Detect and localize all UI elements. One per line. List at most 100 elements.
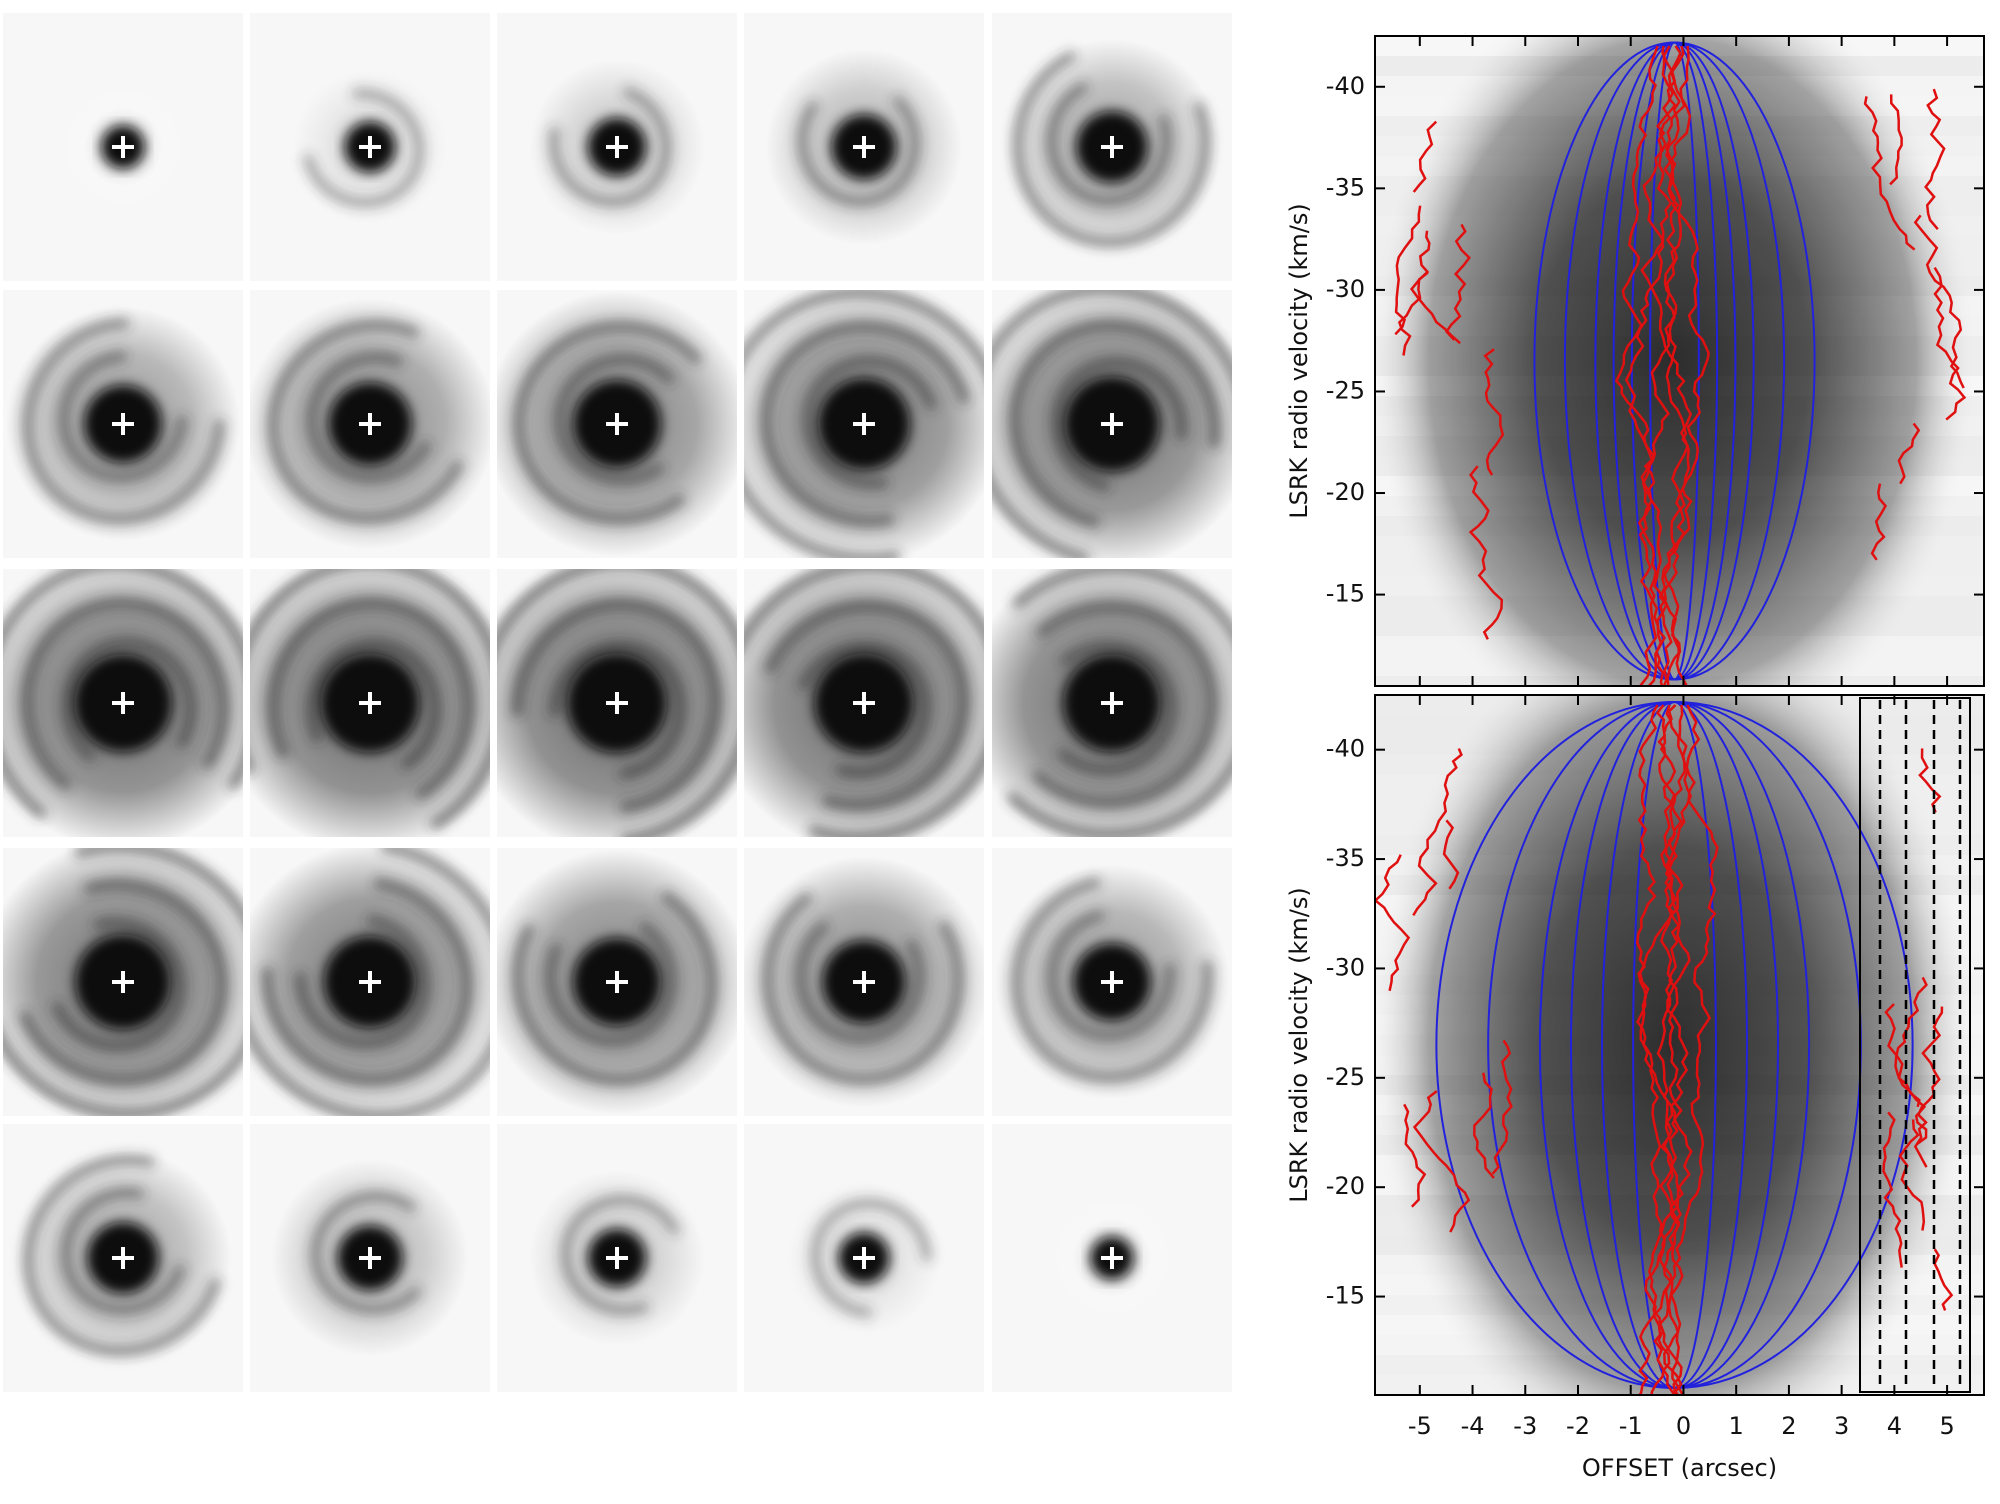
tile-cross bbox=[853, 971, 875, 993]
tile-cross bbox=[1101, 1247, 1123, 1269]
obs-contour bbox=[1412, 120, 1438, 193]
pv-row bbox=[1375, 256, 1984, 276]
tile-cross bbox=[112, 692, 134, 714]
tile-ring bbox=[1012, 875, 1213, 1083]
tile-ring bbox=[744, 569, 984, 837]
obs-contour bbox=[1898, 1119, 1926, 1231]
channel-map bbox=[992, 569, 1232, 837]
tile-ring bbox=[1051, 357, 1187, 494]
channel-map bbox=[744, 569, 984, 837]
pv-row bbox=[1375, 456, 1984, 476]
tile-ring bbox=[61, 637, 196, 777]
tile-cross bbox=[606, 971, 628, 993]
tile-ring bbox=[560, 1194, 687, 1316]
pv-row bbox=[1375, 76, 1984, 96]
obs-contour bbox=[1394, 205, 1422, 336]
channel-map bbox=[744, 13, 984, 281]
channel-map bbox=[250, 1124, 490, 1392]
tile-ring bbox=[992, 569, 1232, 837]
pv-row bbox=[1375, 1335, 1984, 1355]
pv-row bbox=[1375, 935, 1984, 955]
tile-ring bbox=[12, 879, 227, 1085]
pv-row bbox=[1375, 356, 1984, 376]
channel-map bbox=[3, 569, 243, 837]
pv-row bbox=[1375, 1135, 1984, 1155]
tile-ring bbox=[744, 290, 984, 558]
plot-frame bbox=[1374, 694, 1985, 1396]
pv-row bbox=[1375, 1055, 1984, 1075]
pv-row bbox=[1375, 1255, 1984, 1275]
pv-row bbox=[1375, 676, 1984, 686]
tile-ring bbox=[497, 569, 737, 837]
obs-contour bbox=[1624, 45, 1675, 686]
pv-row bbox=[1375, 96, 1984, 116]
obs-contour bbox=[1663, 45, 1711, 686]
pv-row bbox=[1375, 336, 1984, 356]
obs-contour bbox=[1656, 704, 1693, 1395]
channel-map bbox=[250, 848, 490, 1116]
x-tick-label: -4 bbox=[1461, 1412, 1485, 1440]
tile-ring bbox=[310, 1191, 439, 1315]
channel-map bbox=[3, 13, 243, 281]
tile-cross bbox=[1101, 692, 1123, 714]
tile-ring bbox=[512, 599, 721, 813]
tile-ring bbox=[295, 914, 431, 1049]
y-tick-label: -30 bbox=[1326, 953, 1365, 981]
obs-contour bbox=[1483, 348, 1505, 476]
tile-cross bbox=[1101, 971, 1123, 993]
channel-map bbox=[992, 848, 1232, 1116]
channel-map bbox=[497, 290, 737, 558]
channel-map bbox=[3, 290, 243, 558]
pv-row bbox=[1375, 855, 1984, 875]
pv-row bbox=[1375, 955, 1984, 975]
tile-ring bbox=[1010, 320, 1220, 531]
obs-contour bbox=[1897, 422, 1921, 485]
y-tick-label: -40 bbox=[1326, 72, 1365, 100]
channel-map bbox=[744, 290, 984, 558]
channel-map bbox=[250, 290, 490, 558]
pv-row bbox=[1375, 995, 1984, 1015]
channel-maps bbox=[3, 13, 1232, 1392]
tile-ring bbox=[1012, 40, 1211, 248]
pv-row bbox=[1375, 1035, 1984, 1055]
obs-contour bbox=[1635, 704, 1677, 1395]
tile-ring bbox=[810, 1198, 933, 1319]
obs-contour bbox=[1918, 748, 1942, 813]
x-tick-label: -3 bbox=[1513, 1412, 1537, 1440]
y-tick-label: -40 bbox=[1326, 735, 1365, 763]
pv-row bbox=[1375, 176, 1984, 196]
y-tick-label: -20 bbox=[1326, 1172, 1365, 1200]
tile-cross bbox=[112, 971, 134, 993]
pv-row bbox=[1375, 556, 1984, 576]
obs-contour bbox=[1397, 271, 1429, 356]
obs-contour bbox=[1889, 94, 1903, 186]
y-tick-label: -15 bbox=[1326, 580, 1365, 608]
channel-map bbox=[3, 1124, 243, 1392]
tile-ring bbox=[22, 318, 225, 524]
tile-ring bbox=[3, 569, 243, 837]
tile-cross bbox=[853, 1247, 875, 1269]
tile-ring bbox=[992, 290, 1232, 558]
pv-row bbox=[1375, 975, 1984, 995]
region-box bbox=[1859, 697, 1971, 1393]
tile-cross bbox=[1101, 413, 1123, 435]
channel-map bbox=[992, 290, 1232, 558]
obs-contour bbox=[1638, 45, 1692, 686]
pv-row bbox=[1375, 276, 1984, 296]
tile-cross bbox=[853, 136, 875, 158]
tile-cross bbox=[606, 1247, 628, 1269]
tile-ring bbox=[306, 639, 441, 780]
tile-cross bbox=[359, 136, 381, 158]
pv-row bbox=[1375, 316, 1984, 336]
channel-map bbox=[497, 1124, 737, 1392]
tile-cross bbox=[606, 136, 628, 158]
channel-map bbox=[497, 848, 737, 1116]
obs-contour bbox=[1468, 465, 1504, 640]
pv-row bbox=[1375, 755, 1984, 775]
x-tick-label: -2 bbox=[1566, 1412, 1590, 1440]
pv-panel: -40 -35 -30 -25 -20 -15 -5 -4 -3 -2 -1 0 1 2 3 4 5 LSRK r… bbox=[1285, 694, 1985, 1482]
y-tick-label: -30 bbox=[1326, 275, 1365, 303]
tile-ring bbox=[513, 321, 726, 524]
tile-cross bbox=[606, 692, 628, 714]
